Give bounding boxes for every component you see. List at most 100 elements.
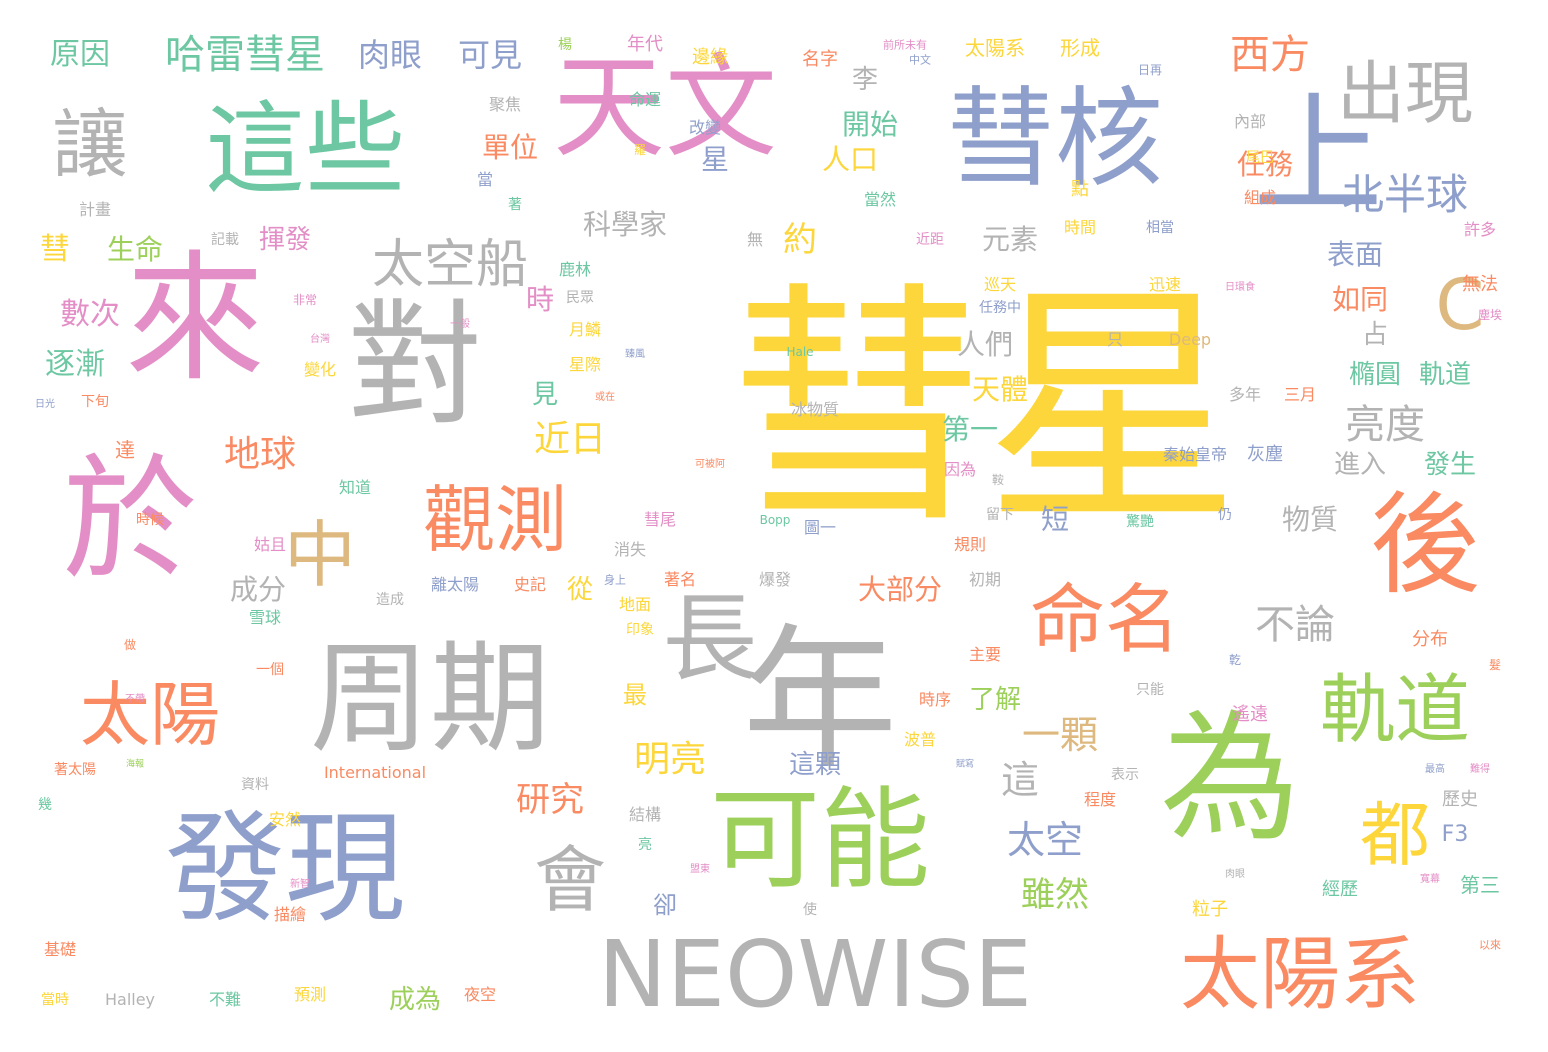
cloud-word: 組成 xyxy=(1243,188,1277,207)
cloud-word: 一顆 xyxy=(1021,713,1099,757)
cloud-word: 橢圓 xyxy=(1348,360,1402,390)
cloud-word: 初期 xyxy=(968,570,1002,589)
cloud-word: 長 xyxy=(662,584,758,695)
cloud-word: 太陽 xyxy=(80,674,220,756)
cloud-word: 占 xyxy=(1361,320,1389,350)
cloud-word: 讓 xyxy=(52,100,128,189)
cloud-word: 臻風 xyxy=(625,349,645,360)
cloud-word: 命運 xyxy=(628,90,662,109)
cloud-word: 經歷 xyxy=(1322,879,1358,900)
cloud-word: 見 xyxy=(531,380,559,410)
cloud-word: 中 xyxy=(283,513,357,597)
cloud-word: 歷史 xyxy=(1442,789,1478,810)
cloud-word: F3 xyxy=(1441,822,1469,847)
cloud-word: 天體 xyxy=(971,373,1029,406)
cloud-word: 於 xyxy=(62,441,198,599)
cloud-word: Hale xyxy=(786,345,814,359)
cloud-word: 物質 xyxy=(1281,503,1339,536)
cloud-word: 如同 xyxy=(1331,283,1389,316)
cloud-word: 驚艷 xyxy=(1126,514,1154,530)
cloud-word: 人口 xyxy=(821,143,879,176)
cloud-word: 年 xyxy=(742,609,898,791)
cloud-word: 做 xyxy=(123,638,137,652)
cloud-word: 月鱗 xyxy=(568,320,602,339)
cloud-word: 只 xyxy=(1106,330,1124,349)
cloud-word: 難得 xyxy=(1470,764,1490,775)
cloud-word: 楊 xyxy=(558,37,572,53)
cloud-word: 近距 xyxy=(916,232,944,248)
cloud-word: 分布 xyxy=(1412,629,1448,650)
cloud-word: 會 xyxy=(533,838,607,922)
cloud-word: 結構 xyxy=(628,805,662,824)
cloud-word: 北半球 xyxy=(1341,170,1469,219)
cloud-word: 聚焦 xyxy=(488,95,522,114)
cloud-word: 計畫 xyxy=(78,200,112,219)
cloud-word: 人們 xyxy=(956,328,1014,361)
cloud-word: 主要 xyxy=(968,645,1002,664)
cloud-word: 短 xyxy=(1040,503,1070,536)
cloud-word: 海報 xyxy=(125,759,145,770)
cloud-word: 幾 xyxy=(38,797,52,813)
cloud-word: 太空船 xyxy=(371,235,529,295)
cloud-word: 時序 xyxy=(918,690,952,709)
cloud-word: 點 xyxy=(1071,179,1089,200)
cloud-word: 來 xyxy=(124,238,266,401)
cloud-word: 下旬 xyxy=(81,394,109,410)
cloud-word: 星際 xyxy=(568,355,602,374)
cloud-word: 天文 xyxy=(553,43,777,173)
cloud-word: 可被阿 xyxy=(695,459,725,470)
cloud-word: 彗尾 xyxy=(643,510,677,529)
cloud-word: Bopp xyxy=(759,513,791,527)
cloud-word: 不帶 xyxy=(125,694,145,705)
cloud-word: 都 xyxy=(1360,794,1430,876)
cloud-word: 生命 xyxy=(106,233,164,266)
cloud-word: 約 xyxy=(783,220,817,260)
cloud-word: 內部 xyxy=(1233,112,1267,131)
cloud-word: 三月 xyxy=(1283,385,1317,404)
cloud-word: 賦寫 xyxy=(955,759,975,770)
cloud-word: 表示 xyxy=(1111,767,1139,783)
cloud-word: 印象 xyxy=(626,622,654,638)
cloud-word: 使 xyxy=(803,902,817,918)
cloud-word: 迅速 xyxy=(1148,275,1182,294)
cloud-word: 數次 xyxy=(60,297,120,332)
cloud-word: 出現 xyxy=(1336,55,1474,134)
cloud-word: 著 xyxy=(508,197,522,213)
cloud-word: 許多 xyxy=(1463,220,1497,239)
cloud-word: 安然 xyxy=(268,810,302,829)
cloud-word: 地球 xyxy=(223,434,297,475)
cloud-word: 名字 xyxy=(802,49,838,70)
cloud-word: 多年 xyxy=(1228,385,1262,404)
cloud-word: 仍 xyxy=(1218,507,1232,523)
cloud-word: 近日 xyxy=(533,419,607,460)
cloud-word: 太空 xyxy=(1006,818,1084,862)
cloud-word: 身上 xyxy=(604,573,626,587)
cloud-word: 基礎 xyxy=(43,940,77,959)
cloud-word: 軌道 xyxy=(1319,665,1471,754)
cloud-word: 民眾 xyxy=(566,290,594,306)
cloud-word: 時間 xyxy=(1063,218,1097,237)
cloud-word: 規則 xyxy=(953,535,987,554)
cloud-word: 時候 xyxy=(136,512,164,528)
cloud-word: 消失 xyxy=(613,540,647,559)
cloud-word: 以來 xyxy=(1479,938,1501,952)
cloud-word: 留下 xyxy=(986,507,1014,523)
cloud-word: 知道 xyxy=(338,478,372,497)
cloud-word: 不難 xyxy=(208,990,242,1009)
cloud-word: 預測 xyxy=(293,985,327,1004)
cloud-word: 進入 xyxy=(1333,450,1387,480)
cloud-word: 西方 xyxy=(1230,32,1310,78)
cloud-word: 秦始皇帝 xyxy=(1162,445,1228,464)
cloud-word: 髮 xyxy=(1488,658,1502,672)
cloud-word: 圖一 xyxy=(803,518,837,537)
cloud-word: 鞍 xyxy=(991,473,1005,487)
cloud-word: 地面 xyxy=(618,595,652,614)
cloud-word: 盟東 xyxy=(690,864,710,875)
cloud-word: 雪球 xyxy=(248,608,282,627)
cloud-word: 新智 xyxy=(290,879,310,890)
cloud-word: 不論 xyxy=(1255,602,1335,648)
cloud-word: 粒子 xyxy=(1192,899,1228,920)
cloud-word: 寬幕 xyxy=(1420,874,1440,885)
cloud-word: Halley xyxy=(104,990,156,1009)
